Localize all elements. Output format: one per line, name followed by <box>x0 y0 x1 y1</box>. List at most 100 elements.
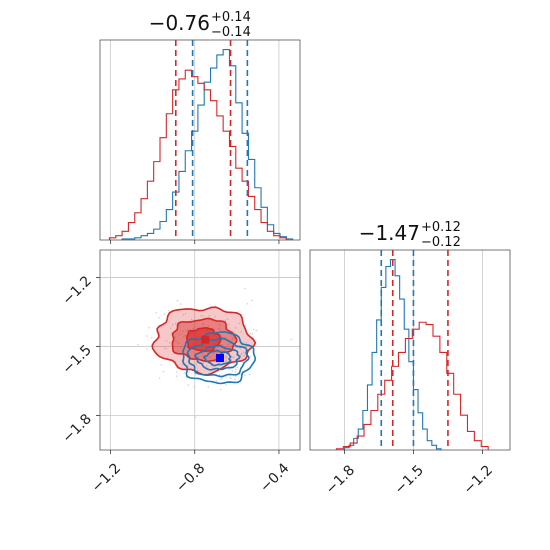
joint-scatter-point <box>214 305 216 307</box>
joint-scatter-point <box>234 346 237 348</box>
joint-scatter-point <box>230 377 233 380</box>
joint-scatter-point <box>233 337 236 340</box>
joint-scatter-point <box>219 388 222 391</box>
joint-scatter-point <box>184 334 187 336</box>
joint-scatter-point <box>200 315 202 317</box>
joint-scatter-point <box>194 416 197 418</box>
joint-scatter-point <box>206 365 208 367</box>
joint-scatter-point <box>221 376 223 379</box>
joint-scatter-point <box>181 363 184 366</box>
joint-scatter-point <box>240 344 243 347</box>
joint-scatter-point <box>227 365 230 368</box>
joint-scatter-point <box>194 373 197 376</box>
joint-scatter-point <box>235 327 237 329</box>
joint-scatter-point <box>162 370 165 373</box>
joint-scatter-point <box>168 341 171 344</box>
joint-scatter-point <box>171 324 174 326</box>
joint-scatter-point <box>226 318 229 320</box>
joint-x-tick-label: −0.8 <box>173 460 208 495</box>
joint-scatter-point <box>215 380 218 382</box>
joint-scatter-point <box>241 341 243 343</box>
joint-scatter-point <box>146 348 148 350</box>
joint-scatter-point <box>201 354 204 356</box>
joint-scatter-point <box>175 340 178 343</box>
joint-scatter-point <box>175 375 178 378</box>
joint-scatter-point <box>217 346 220 348</box>
joint-scatter-point <box>225 359 228 362</box>
joint-scatter-point <box>195 363 198 365</box>
joint-scatter-point <box>207 325 210 327</box>
joint-scatter-point <box>234 375 237 377</box>
joint-scatter-point <box>210 364 213 367</box>
joint-scatter-point <box>224 360 227 363</box>
joint-scatter-point <box>236 366 239 368</box>
joint-scatter-point <box>176 371 178 373</box>
joint-scatter-point <box>224 355 227 357</box>
joint-scatter-point <box>218 324 221 326</box>
joint-contour-line-0 <box>182 331 257 385</box>
joint-scatter-point <box>207 386 210 388</box>
joint-scatter-point <box>174 322 177 325</box>
joint-scatter-point <box>224 345 226 348</box>
marginal-histogram-y: −1.8 −1.5 −1.2 −1.47 +0.12 −0.12 <box>309 220 511 498</box>
joint-scatter-point <box>238 322 241 325</box>
joint-scatter-point <box>246 302 249 305</box>
joint-scatter-point <box>208 315 210 317</box>
joint-scatter-point <box>234 371 237 373</box>
joint-scatter-point <box>137 343 139 346</box>
joint-scatter-point <box>187 384 190 386</box>
joint-scatter-point <box>202 323 204 326</box>
joint-point-marker-0 <box>201 335 210 344</box>
joint-scatter-point <box>228 368 230 370</box>
joint-scatter-point <box>232 356 235 359</box>
joint-scatter-point <box>224 319 227 322</box>
joint-scatter-point <box>240 352 243 355</box>
joint-scatter-point <box>228 323 230 325</box>
joint-scatter-point <box>197 356 200 359</box>
joint-scatter-point <box>163 347 166 350</box>
marginal-x-title-lower: −0.14 <box>211 25 251 40</box>
marginal-y-tick-label: −1.2 <box>461 462 496 497</box>
joint-scatter-point <box>219 328 221 331</box>
joint-scatter-point <box>221 344 224 346</box>
joint-scatter-point <box>174 336 177 339</box>
joint-scatter-point <box>163 313 166 315</box>
joint-y-tick-label: −1.2 <box>59 273 94 308</box>
joint-scatter-point <box>234 368 237 371</box>
joint-y-tick-label: −1.5 <box>59 342 94 377</box>
joint-scatter-point <box>244 374 246 376</box>
marginal-y-hist-series-1 <box>335 321 489 450</box>
marginal-y-title-lower: −0.12 <box>421 235 461 250</box>
marginal-y-axes-frame <box>309 249 511 451</box>
marginal-x-axes-frame <box>99 39 301 241</box>
joint-scatter-point <box>248 373 251 376</box>
joint-point-marker-1 <box>216 354 224 363</box>
joint-scatter-point <box>220 336 223 338</box>
joint-scatter-point <box>170 327 172 330</box>
joint-scatter-point <box>231 370 234 372</box>
joint-scatter-point <box>176 300 179 302</box>
marginal-histogram-x: −0.76 +0.14 −0.14 <box>99 10 301 244</box>
joint-y-tick-label: −1.8 <box>59 411 94 446</box>
marginal-y-tick-label: −1.8 <box>323 462 358 497</box>
joint-scatter-point <box>244 287 246 290</box>
joint-contour-line-3 <box>202 349 232 367</box>
joint-scatter-point <box>188 371 190 373</box>
joint-scatter-point <box>183 372 186 374</box>
joint-scatter-point <box>251 332 254 335</box>
joint-scatter-point <box>226 353 228 356</box>
joint-scatter-point <box>180 346 183 348</box>
joint-scatter-point <box>209 356 211 359</box>
joint-scatter-point <box>290 338 293 341</box>
joint-scatter-point <box>185 345 188 348</box>
joint-scatter-point <box>178 324 181 326</box>
joint-scatter-point <box>233 332 235 334</box>
joint-x-tick-label: −1.2 <box>89 460 124 495</box>
joint-scatter-point <box>218 327 220 330</box>
joint-scatter-point <box>155 312 157 314</box>
marginal-x-title-upper: +0.14 <box>211 10 251 25</box>
joint-scatter-point <box>251 299 253 302</box>
joint-scatter-point <box>252 328 255 331</box>
joint-scatter-point <box>232 337 234 340</box>
joint-scatter-point <box>193 385 195 388</box>
